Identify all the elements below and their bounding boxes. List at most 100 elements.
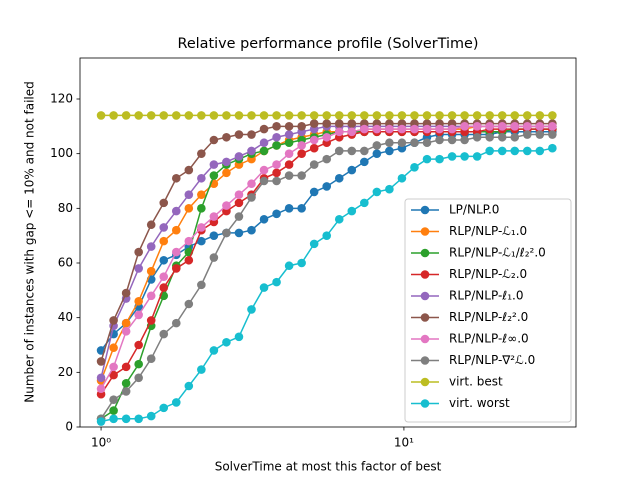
point	[171, 173, 181, 183]
legend-marker	[420, 248, 430, 258]
point	[422, 124, 432, 134]
legend-label: RLP/NLP-ℓ₂².0	[449, 310, 528, 324]
point	[297, 258, 306, 268]
point	[171, 206, 181, 216]
point	[109, 111, 118, 120]
point	[234, 152, 244, 161]
point	[309, 143, 319, 153]
y-tick-label: 120	[50, 92, 73, 106]
point	[109, 406, 118, 415]
point	[297, 171, 306, 180]
point	[447, 124, 457, 134]
point	[197, 223, 206, 232]
legend-label: virt. best	[449, 375, 503, 389]
point	[259, 146, 269, 156]
point	[548, 122, 557, 131]
point	[284, 160, 294, 169]
point	[272, 141, 281, 150]
point	[247, 179, 256, 189]
point	[422, 111, 432, 120]
point	[259, 138, 269, 148]
point	[334, 111, 344, 120]
point	[96, 111, 106, 120]
point	[259, 283, 269, 292]
point	[360, 111, 369, 120]
point	[397, 138, 407, 148]
point	[234, 190, 244, 199]
point	[197, 149, 206, 158]
point	[209, 231, 219, 240]
point	[171, 111, 181, 120]
point	[334, 146, 344, 156]
legend-marker	[420, 270, 430, 279]
point	[134, 310, 143, 320]
point	[322, 231, 332, 240]
point	[410, 138, 419, 148]
point	[284, 171, 294, 180]
legend-marker	[420, 291, 430, 301]
point	[497, 132, 507, 142]
y-tick-label: 60	[58, 256, 73, 270]
legend-marker	[420, 227, 430, 236]
point	[146, 354, 156, 363]
point	[309, 135, 319, 145]
point	[497, 111, 507, 120]
point	[121, 362, 131, 372]
point	[109, 414, 118, 424]
point	[134, 340, 143, 350]
point	[134, 111, 143, 120]
point	[222, 111, 231, 120]
point	[472, 122, 482, 131]
point	[460, 152, 469, 161]
y-tick-label: 0	[65, 420, 73, 434]
point	[247, 111, 256, 120]
point	[322, 132, 332, 142]
point	[322, 119, 332, 128]
point	[284, 130, 294, 139]
point	[96, 357, 106, 366]
point	[184, 381, 194, 391]
point	[510, 122, 520, 131]
point	[171, 398, 181, 407]
point	[222, 201, 231, 210]
point	[372, 124, 382, 134]
point	[284, 111, 294, 120]
point	[385, 124, 394, 134]
point	[121, 288, 131, 298]
point	[134, 296, 143, 306]
point	[146, 111, 156, 120]
point	[535, 146, 545, 156]
point	[548, 143, 557, 153]
legend-label: virt. worst	[449, 396, 510, 410]
point	[197, 280, 206, 290]
point	[134, 373, 143, 383]
point	[435, 154, 444, 164]
point	[347, 111, 357, 120]
point	[234, 332, 244, 342]
point	[259, 176, 269, 186]
point	[309, 187, 319, 197]
point	[197, 173, 206, 183]
point	[447, 152, 457, 161]
x-tick-label: 10⁰	[91, 436, 111, 450]
point	[259, 124, 269, 134]
point	[159, 198, 169, 208]
legend-marker	[420, 334, 430, 344]
legend-marker	[420, 399, 430, 408]
point	[209, 346, 219, 355]
point	[184, 111, 194, 120]
point	[347, 165, 357, 175]
x-axis-label: SolverTime at most this factor of best	[215, 460, 442, 474]
point	[548, 130, 557, 139]
series	[96, 122, 557, 394]
point	[146, 291, 156, 301]
point	[234, 130, 244, 139]
legend-label: RLP/NLP-ℒ₁/ℓ₂².0	[449, 246, 546, 260]
point	[460, 111, 469, 120]
point	[234, 228, 244, 238]
point	[159, 111, 169, 120]
point	[247, 193, 256, 202]
legend-label: RLP/NLP-ℒ₁.0	[449, 224, 527, 238]
point	[121, 387, 131, 396]
point	[284, 261, 294, 271]
